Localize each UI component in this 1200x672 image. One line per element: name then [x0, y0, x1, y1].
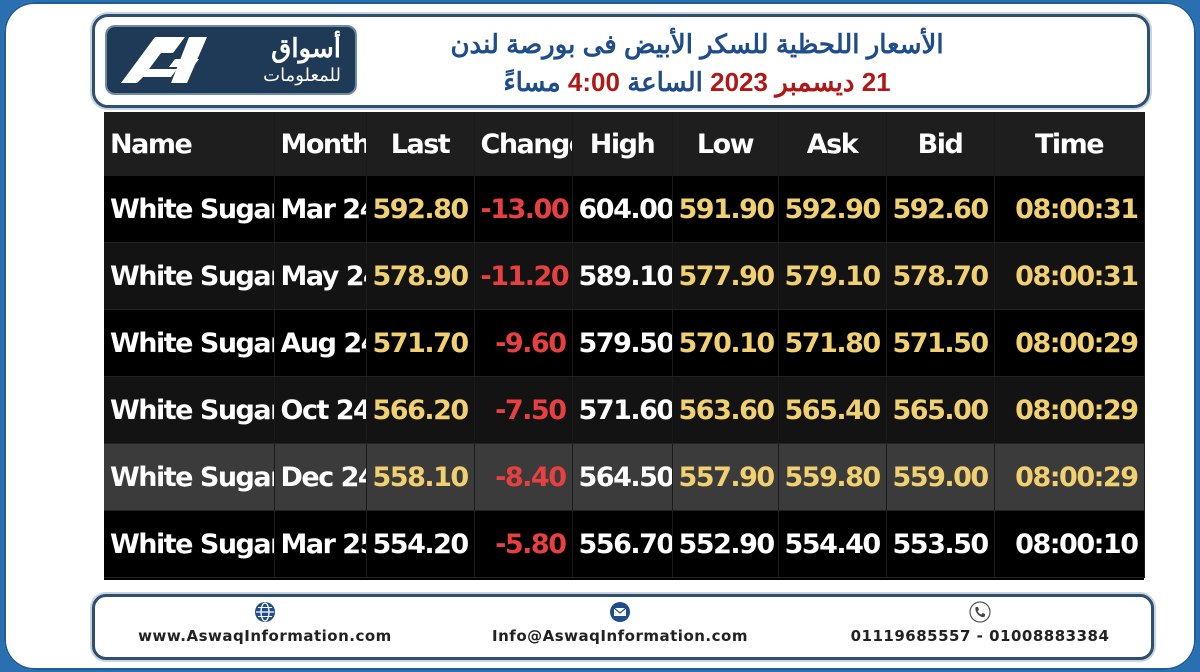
website-contact: www.AswaqInformation.com [105, 601, 425, 645]
mail-icon [610, 602, 630, 622]
table-row: White Sugar #5 May 24 578.90 -11.20 589.… [104, 242, 1145, 310]
cell-low: 570.10 [672, 309, 779, 377]
cell-ask: 579.10 [778, 242, 887, 310]
cell-time: 08:00:29 [994, 376, 1145, 444]
column-header-time: Time [994, 112, 1145, 176]
time-value: 4:00 [567, 67, 620, 97]
time-period: مساءً [503, 67, 561, 97]
date-month: ديسمبر [775, 67, 855, 97]
phone-numbers[interactable]: 01119685557 - 01008883384 [850, 627, 1110, 645]
cell-month: May 24 [274, 242, 367, 310]
header-box: أسواق للمعلومات الأسعار اللحظية للسكر ال… [92, 14, 1150, 108]
cell-change: -5.80 [474, 510, 573, 578]
cell-month: Mar 25 [274, 510, 367, 578]
cell-month: Oct 24 [274, 376, 367, 444]
email-contact: Info@AswaqInformation.com [455, 601, 785, 645]
page-title: الأسعار اللحظية للسكر الأبيض فى بورصة لن… [450, 29, 944, 59]
column-header-bid: Bid [886, 112, 995, 176]
cell-last: 592.80 [366, 176, 475, 243]
cell-last: 578.90 [366, 242, 475, 310]
cell-high: 556.70 [572, 510, 673, 578]
table-row: White Sugar #5 Oct 24 566.20 -7.50 571.6… [104, 376, 1145, 444]
column-header-high: High [572, 112, 673, 176]
cell-name: White Sugar #5 [104, 242, 275, 310]
cell-name: White Sugar #5 [104, 176, 275, 243]
cell-name: White Sugar #5 [104, 376, 275, 444]
column-header-last: Last [366, 112, 475, 176]
cell-low: 563.60 [672, 376, 779, 444]
price-table: Name Month Last Change High Low Ask Bid … [104, 112, 1145, 578]
cell-bid: 565.00 [886, 376, 995, 444]
cell-ask: 554.40 [778, 510, 887, 578]
cell-ask: 592.90 [778, 176, 887, 243]
phone-icon [969, 601, 991, 623]
cell-change: -9.60 [474, 309, 573, 377]
cell-month: Dec 24 [274, 443, 367, 511]
cell-time: 08:00:31 [994, 176, 1145, 243]
cell-last: 554.20 [366, 510, 475, 578]
table-row: White Sugar #5 Mar 25 554.20 -5.80 556.7… [104, 510, 1145, 578]
cell-high: 564.50 [572, 443, 673, 511]
price-table-container: Name Month Last Change High Low Ask Bid … [104, 112, 1145, 580]
cell-last: 566.20 [366, 376, 475, 444]
time-label: الساعة [627, 67, 703, 97]
cell-low: 552.90 [672, 510, 779, 578]
cell-change: -8.40 [474, 443, 573, 511]
cell-low: 577.90 [672, 242, 779, 310]
email-link[interactable]: Info@AswaqInformation.com [492, 627, 748, 645]
cell-last: 558.10 [366, 443, 475, 511]
phone-contact: 01119685557 - 01008883384 [815, 601, 1145, 645]
cell-change: -11.20 [474, 242, 573, 310]
cell-high: 579.50 [572, 309, 673, 377]
column-header-low: Low [672, 112, 779, 176]
cell-high: 571.60 [572, 376, 673, 444]
cell-month: Aug 24 [274, 309, 367, 377]
column-header-month: Month [274, 112, 367, 176]
table-row: White Sugar #5 Dec 24 558.10 -8.40 564.5… [104, 443, 1145, 511]
column-header-change: Change [474, 112, 573, 176]
cell-bid: 578.70 [886, 242, 995, 310]
content-card: أسواق للمعلومات الأسعار اللحظية للسكر ال… [4, 2, 1196, 670]
logo-text-main: أسواق [271, 33, 341, 63]
cell-name: White Sugar #5 [104, 443, 275, 511]
table-row: White Sugar #5 Aug 24 571.70 -9.60 579.5… [104, 309, 1145, 377]
table-header-row: Name Month Last Change High Low Ask Bid … [104, 112, 1145, 176]
cell-time: 08:00:29 [994, 443, 1145, 511]
cell-bid: 571.50 [886, 309, 995, 377]
table-row: White Sugar #5 Mar 24 592.80 -13.00 604.… [104, 176, 1145, 243]
cell-change: -7.50 [474, 376, 573, 444]
column-header-ask: Ask [778, 112, 887, 176]
logo-text-sub: للمعلومات [263, 65, 341, 85]
column-header-name: Name [104, 112, 275, 176]
page-subtitle-date-time: 21 ديسمبر 2023 الساعة 4:00 مساءً [367, 67, 1027, 98]
cell-ask: 559.80 [778, 443, 887, 511]
cell-high: 604.00 [572, 176, 673, 243]
date-day: 21 [861, 67, 891, 97]
cell-low: 557.90 [672, 443, 779, 511]
cell-time: 08:00:31 [994, 242, 1145, 310]
cell-low: 591.90 [672, 176, 779, 243]
cell-last: 571.70 [366, 309, 475, 377]
cell-change: -13.00 [474, 176, 573, 243]
cell-ask: 565.40 [778, 376, 887, 444]
globe-icon [255, 602, 275, 622]
logo-a-icon [121, 37, 207, 83]
cell-bid: 559.00 [886, 443, 995, 511]
aswaq-logo[interactable]: أسواق للمعلومات [105, 25, 357, 95]
cell-high: 589.10 [572, 242, 673, 310]
cell-name: White Sugar #5 [104, 309, 275, 377]
cell-ask: 571.80 [778, 309, 887, 377]
website-link[interactable]: www.AswaqInformation.com [138, 627, 392, 645]
cell-name: White Sugar #5 [104, 510, 275, 578]
cell-month: Mar 24 [274, 176, 367, 243]
cell-bid: 553.50 [886, 510, 995, 578]
cell-time: 08:00:10 [994, 510, 1145, 578]
cell-time: 08:00:29 [994, 309, 1145, 377]
contact-footer: www.AswaqInformation.com Info@AswaqInfor… [92, 594, 1154, 660]
date-year: 2023 [710, 67, 768, 97]
cell-bid: 592.60 [886, 176, 995, 243]
